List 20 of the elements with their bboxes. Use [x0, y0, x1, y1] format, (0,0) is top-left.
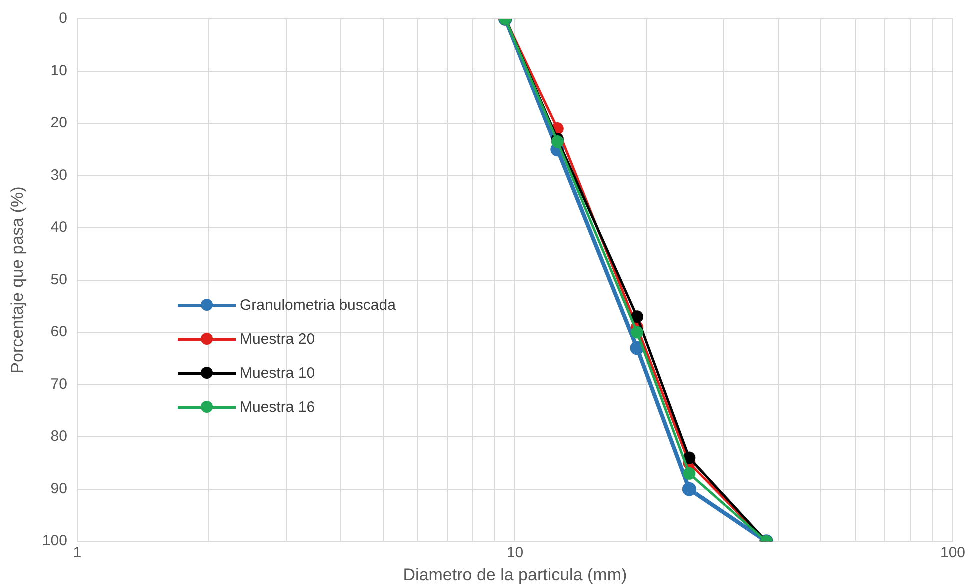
y-tick-label: 30	[50, 166, 68, 184]
legend-label: Granulometria buscada	[240, 296, 396, 314]
y-tick-label: 60	[50, 324, 68, 341]
y-tick-label: 40	[50, 219, 68, 236]
legend-label: Muestra 10	[240, 364, 316, 382]
legend-label: Muestra 20	[240, 330, 316, 348]
y-axis-title: Porcentaje que pasa (%)	[8, 186, 27, 374]
y-tick-label: 100	[42, 532, 68, 550]
y-tick-label: 20	[50, 114, 68, 132]
x-tick-label: 100	[940, 544, 966, 562]
x-tick-label: 1	[73, 544, 82, 562]
y-tick-label: 10	[50, 62, 68, 80]
legend-label: Muestra 16	[240, 398, 316, 416]
y-tick-label: 50	[50, 271, 68, 288]
y-tick-label: 0	[59, 10, 68, 28]
x-tick-label: 10	[506, 544, 524, 562]
y-tick-label: 70	[50, 376, 68, 393]
y-tick-label: 80	[50, 428, 68, 446]
y-tick-label: 90	[50, 480, 68, 498]
x-axis-title: Diametro de la particula (mm)	[403, 565, 628, 584]
